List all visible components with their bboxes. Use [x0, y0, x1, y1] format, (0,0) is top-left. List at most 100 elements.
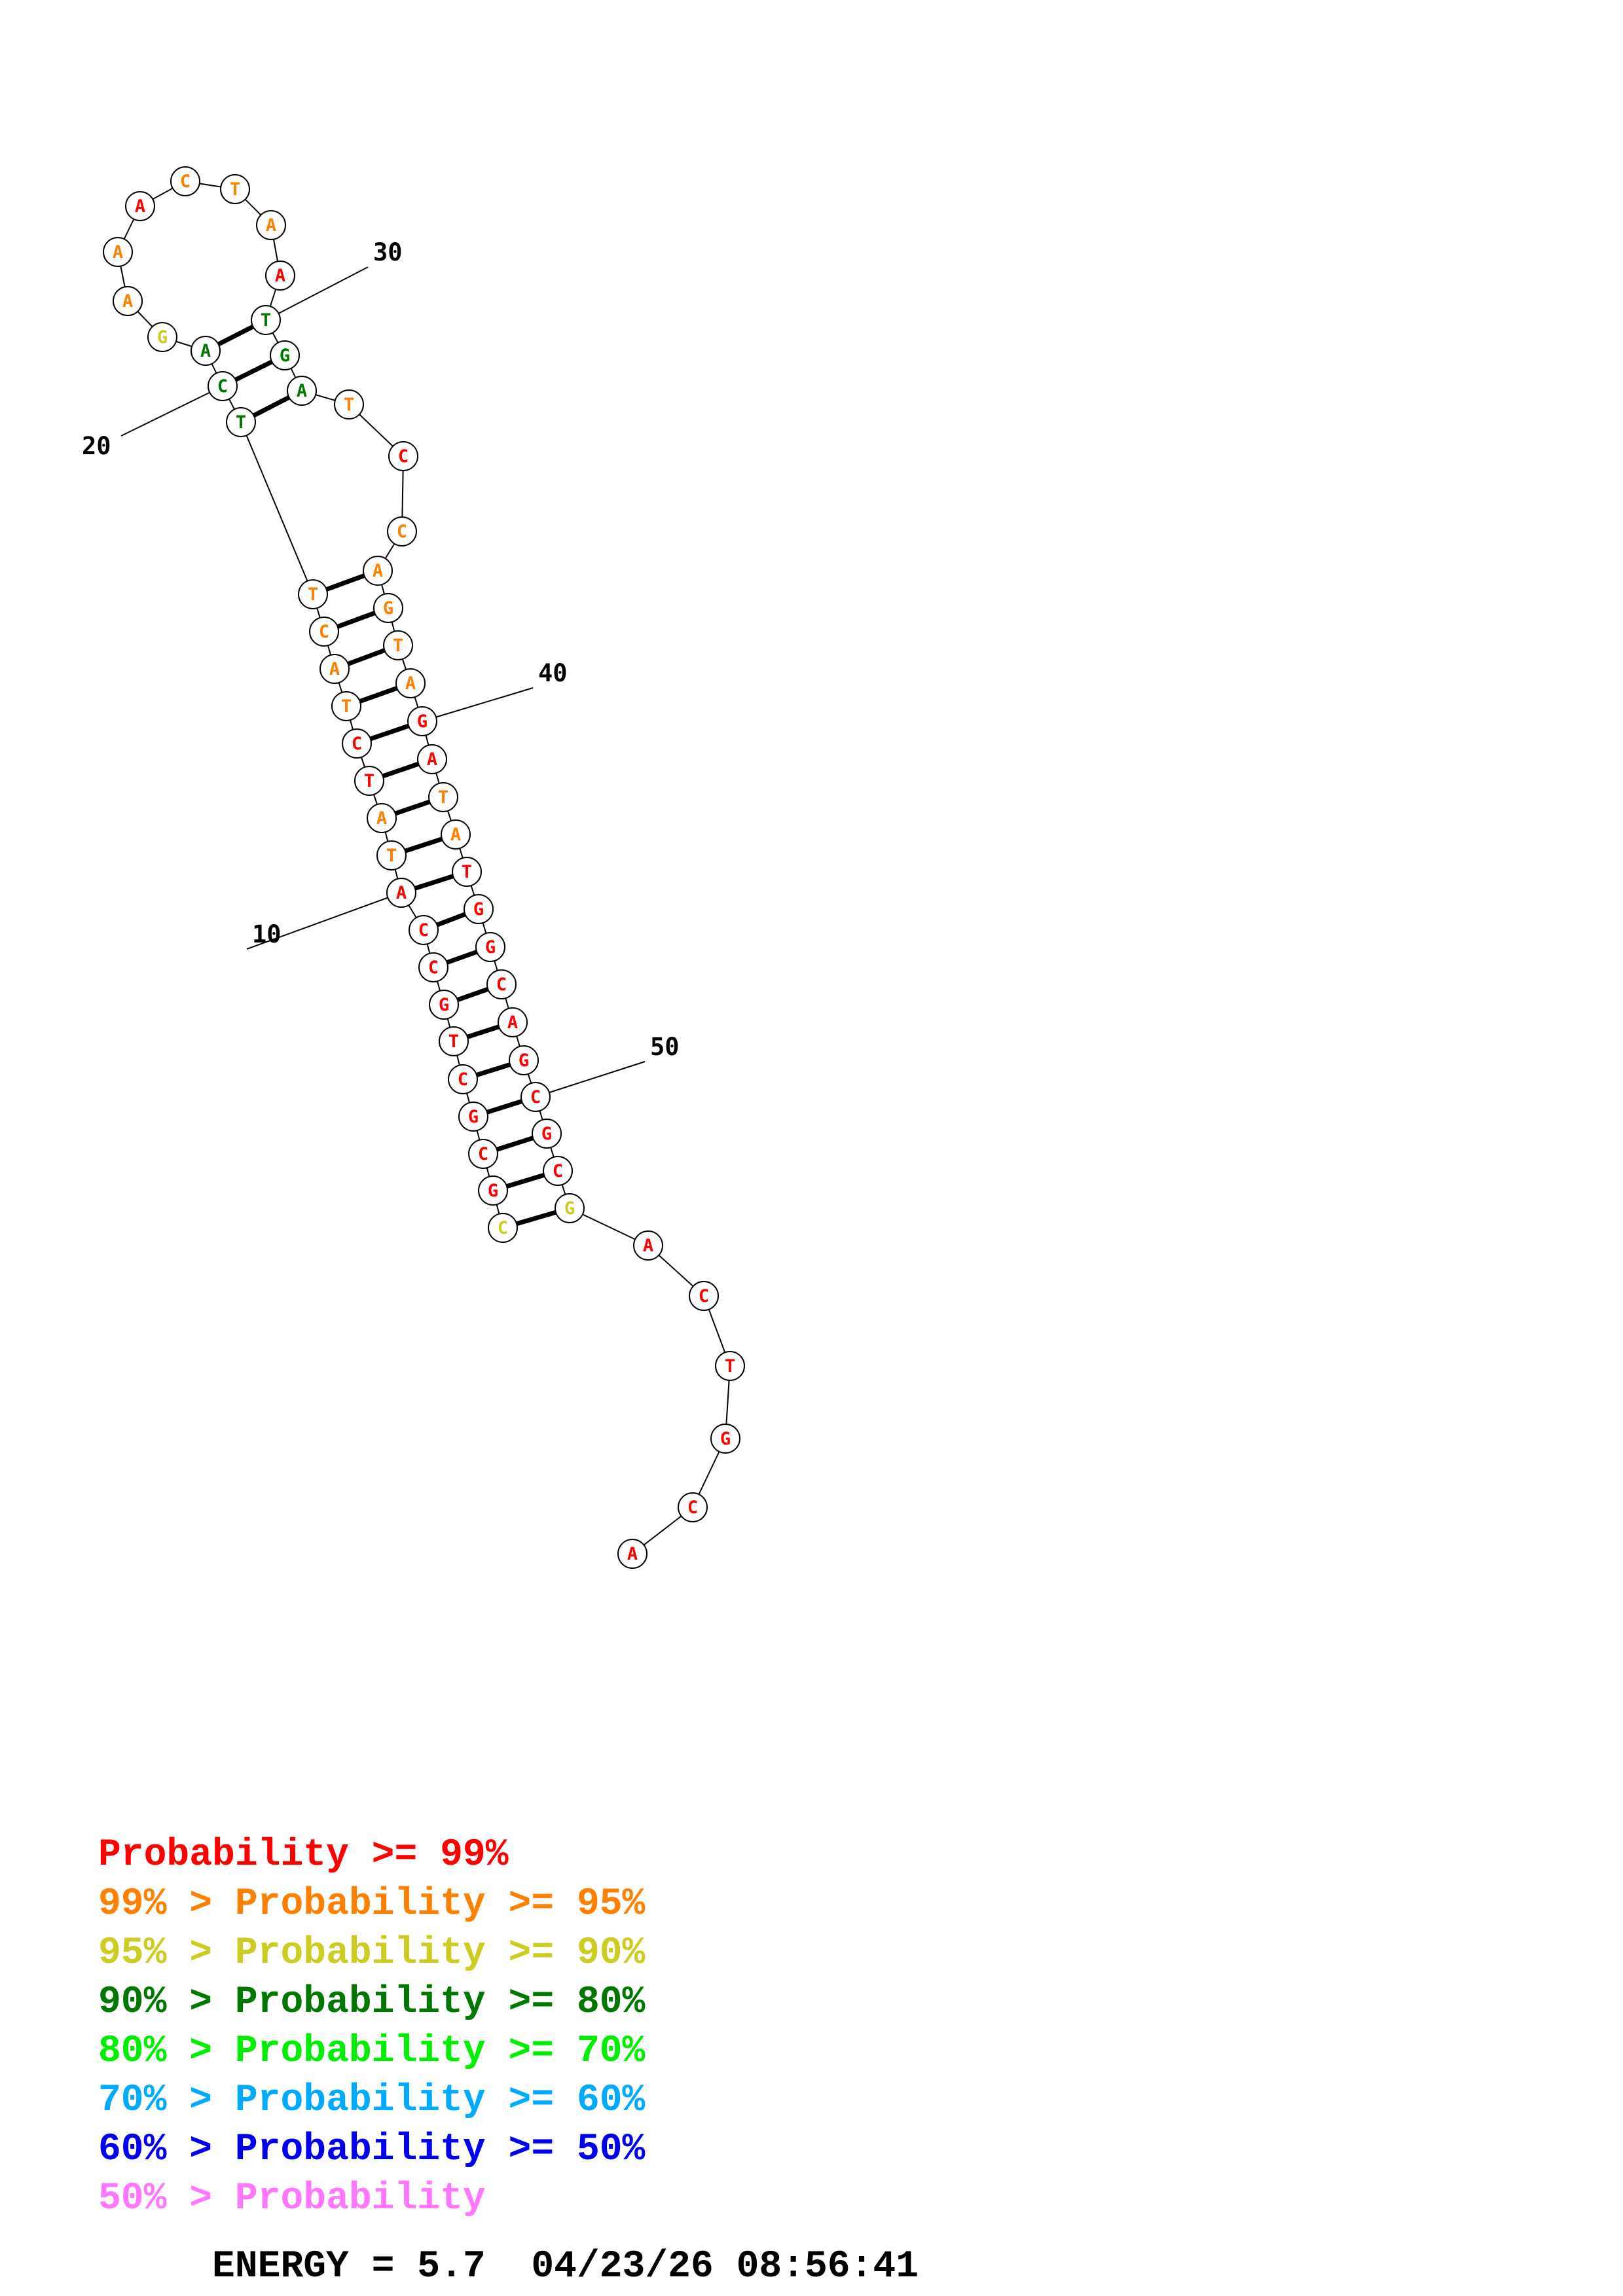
nucleotide-17: C — [309, 617, 339, 647]
nucleotide-base: C — [398, 446, 409, 467]
legend-label: Probability — [235, 2079, 486, 2122]
nucleotide-circle — [265, 260, 295, 291]
nucleotide-circle — [633, 1230, 663, 1261]
position-label-30: 30 — [265, 238, 403, 321]
nucleotide-circle — [678, 1492, 708, 1522]
nucleotide-base: C — [319, 622, 329, 642]
nucleotide-circle — [468, 1139, 498, 1169]
position-leader-line — [265, 266, 369, 321]
nucleotide-base: T — [725, 1356, 735, 1376]
nucleotide-51: G — [532, 1119, 562, 1149]
base-pair-5-49 — [475, 1062, 511, 1077]
nucleotide-base: A — [627, 1544, 638, 1564]
nucleotide-circle — [418, 952, 448, 982]
nucleotide-base: T — [462, 862, 472, 882]
nucleotide-base: C — [553, 1161, 563, 1181]
nucleotide-circle — [617, 1539, 647, 1569]
legend-label: Probability — [98, 1834, 349, 1876]
nucleotide-circle — [251, 305, 281, 335]
nucleotide-circle — [376, 840, 407, 870]
nucleotide-base: G — [541, 1124, 552, 1144]
position-leader-line — [535, 1061, 646, 1098]
nucleotide-base: G — [468, 1107, 479, 1127]
legend-threshold: >= 50% — [486, 2128, 646, 2171]
nucleotide-27: T — [220, 174, 250, 204]
legend-label: Probability — [235, 1981, 486, 2024]
nucleotide-24: A — [103, 237, 133, 267]
nucleotide-base: T — [448, 1031, 459, 1052]
nucleotide-base: C — [496, 975, 507, 995]
nucleotide-circle — [715, 1351, 745, 1381]
nucleotide-base: C — [180, 171, 191, 192]
nucleotide-base: A — [405, 673, 416, 694]
nucleotide-circle — [689, 1281, 719, 1311]
nucleotide-50: C — [520, 1082, 551, 1112]
nucleotide-base: A — [396, 883, 407, 903]
legend-prefix: 99% > — [98, 1883, 235, 1926]
nucleotide-circle — [331, 691, 361, 721]
nucleotide-circle — [409, 915, 439, 945]
legend-row-p80: 90% > Probability >= 80% — [98, 1981, 646, 2024]
nucleotide-base: A — [373, 561, 383, 581]
backbone-segment — [240, 422, 314, 595]
nucleotide-base: G — [383, 598, 393, 619]
nucleotide-circle — [342, 728, 372, 759]
nucleotide-base: C — [418, 920, 429, 941]
legend-row-p90: 95% > Probability >= 90% — [98, 1932, 646, 1975]
nucleotide-52: C — [543, 1156, 573, 1186]
position-number: 50 — [650, 1033, 680, 1061]
nucleotide-circle — [387, 516, 417, 547]
position-label-10: 10 — [246, 892, 402, 950]
base-pair-10-44 — [414, 874, 454, 891]
nucleotide-6: T — [439, 1026, 469, 1056]
legend-row-p60: 70% > Probability >= 60% — [98, 2079, 646, 2122]
position-leader-line — [120, 386, 223, 437]
nucleotide-59: A — [617, 1539, 647, 1569]
nucleotide-circle — [226, 407, 256, 437]
timestamp: 04/23/26 08:56:41 — [531, 2246, 919, 2288]
nucleotide-base: A — [135, 196, 145, 217]
nucleotide-circle — [520, 1082, 551, 1112]
nucleotide-base: A — [275, 266, 285, 286]
legend-row-p99: Probability >= 99% — [98, 1834, 509, 1876]
nucleotide-circle — [452, 857, 482, 887]
base-pair-15-39 — [359, 686, 398, 704]
nucleotide-base: A — [450, 825, 461, 845]
position-number: 20 — [82, 432, 111, 460]
nucleotide-base: A — [643, 1236, 653, 1256]
nucleotide-circle — [429, 990, 459, 1020]
nucleotide-circle — [464, 894, 494, 924]
nucleotide-circle — [439, 1026, 469, 1056]
nucleotide-40: G — [407, 706, 437, 736]
base-pair-3-51 — [496, 1136, 534, 1152]
nucleotide-9: C — [409, 915, 439, 945]
nucleotide-circle — [354, 766, 384, 796]
legend-threshold: >= 90% — [486, 1932, 646, 1975]
nucleotide-48: A — [498, 1007, 528, 1037]
nucleotide-38: T — [383, 630, 413, 660]
nucleotide-base: G — [417, 711, 428, 732]
base-pair-20-31 — [234, 359, 273, 382]
nucleotide-base: A — [329, 659, 340, 679]
legend-prefix: 80% > — [98, 2030, 235, 2073]
nucleotide-base: T — [393, 636, 403, 656]
nucleotide-32: A — [287, 376, 317, 406]
legend-prefix: 50% > — [98, 2178, 235, 2220]
nucleotide-circle — [509, 1045, 539, 1075]
nucleotide-circle — [388, 441, 418, 471]
nucleotide-base: C — [478, 1144, 488, 1164]
nucleotide-45: G — [464, 894, 494, 924]
legend-label: Probability — [235, 2178, 486, 2220]
nucleotide-25: A — [125, 191, 155, 221]
base-pair-14-40 — [369, 723, 410, 742]
nucleotide-36: A — [363, 556, 393, 586]
base-pair-12-42 — [394, 799, 431, 816]
nucleotide-base: G — [439, 995, 449, 1015]
nucleotide-circle — [407, 706, 437, 736]
nucleotide-circle — [170, 166, 200, 196]
nucleotide-13: T — [354, 766, 384, 796]
nucleotide-circle — [532, 1119, 562, 1149]
nucleotide-base: T — [236, 412, 246, 433]
nucleotide-14: C — [342, 728, 372, 759]
